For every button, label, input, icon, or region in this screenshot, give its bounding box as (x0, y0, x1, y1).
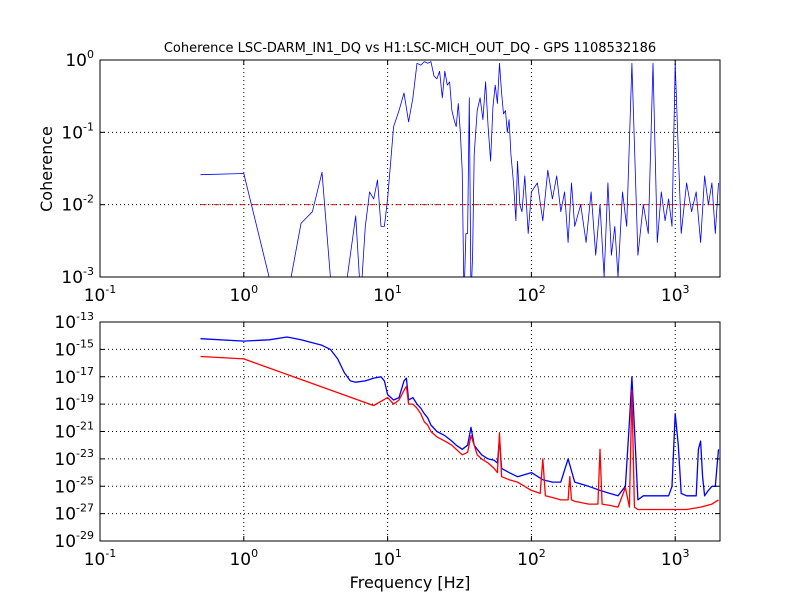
coherence-x-tick-label: 101 (373, 283, 402, 306)
frequency-x-axis-label: Frequency [Hz] (350, 573, 471, 592)
spectrum-x-tick-label: 101 (373, 547, 402, 570)
coherence-plot-frame (99, 59, 721, 278)
coherence-x-tick-label: 102 (517, 283, 546, 306)
coherence-series-line-1 (200, 61, 719, 277)
spectrum-y-tick-label: 10-15 (54, 337, 94, 360)
coherence-y-tick-label: 10-2 (61, 193, 94, 216)
spectrum-series-line-2 (200, 355, 719, 511)
spectrum-y-tick-label: 10-17 (54, 365, 94, 388)
coherence-y-tick-label: 10-1 (61, 120, 94, 143)
spectrum-y-tick-label: 10-21 (54, 420, 94, 443)
spectrum-y-tick-label: 10-27 (54, 502, 94, 525)
coherence-y-tick-label: 10-3 (61, 265, 94, 288)
spectrum-x-tick-label: 103 (661, 547, 690, 570)
coherence-panel: Coherence LSC-DARM_IN1_DQ vs H1:LSC-MICH… (37, 41, 721, 306)
coherence-x-tick-label: 10-1 (84, 283, 117, 306)
coherence-x-tick-label: 100 (229, 283, 258, 306)
spectrum-series-line-1 (200, 336, 720, 501)
spectrum-series (200, 336, 720, 511)
coherence-y-tick-label: 100 (65, 48, 94, 71)
spectrum-y-tick-label: 10-13 (54, 310, 94, 333)
spectrum-x-tick-label: 100 (229, 547, 258, 570)
spectrum-panel: Frequency [Hz] 10-1 100 101 102 103 10-29 10-2… (54, 310, 721, 592)
coherence-ticks: 10-1 100 101 102 103 10-3 10-2 10-1 100 (61, 48, 720, 306)
coherence-x-tick-label: 103 (661, 283, 690, 306)
coherence-series (200, 61, 719, 277)
coherence-title: Coherence LSC-DARM_IN1_DQ vs H1:LSC-MICH… (164, 41, 656, 56)
spectrum-gridlines (100, 322, 720, 541)
spectrum-y-tick-label: 10-25 (54, 474, 94, 497)
spectrum-ticks: 10-1 100 101 102 103 10-29 10-27 10-25 10-23 10-2… (54, 310, 720, 570)
spectrum-x-tick-label: 10-1 (84, 547, 117, 570)
spectrum-x-tick-label: 102 (517, 547, 546, 570)
spectrum-y-tick-label: 10-29 (54, 529, 94, 552)
spectrum-y-tick-label: 10-19 (54, 392, 94, 415)
coherence-y-axis-label: Coherence (37, 126, 56, 212)
spectrum-y-tick-label: 10-23 (54, 447, 94, 470)
